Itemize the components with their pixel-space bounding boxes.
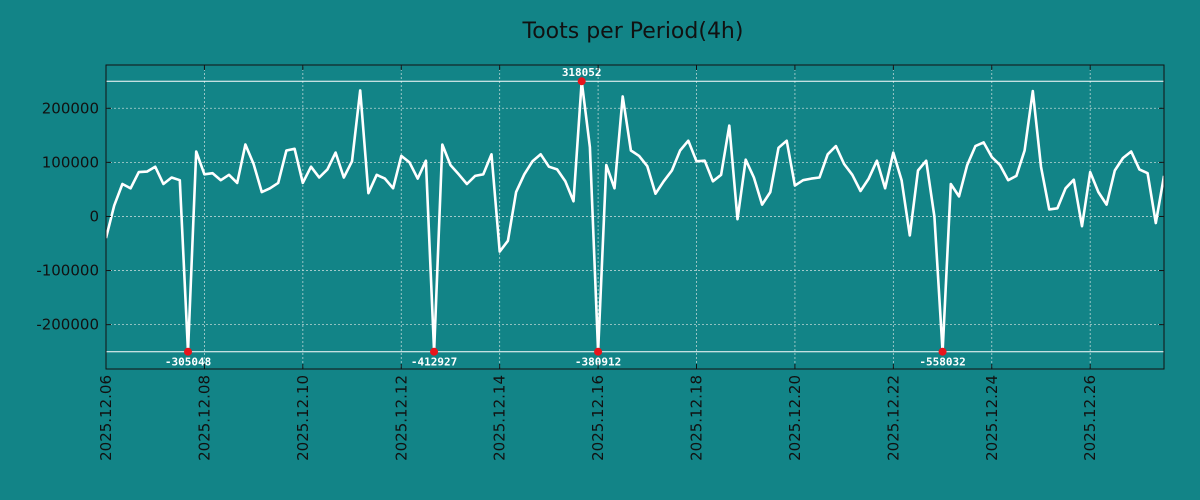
x-tick-label: 2025.12.12: [392, 375, 410, 461]
plot-frame: [105, 64, 1165, 370]
x-tick-label: 2025.12.08: [195, 375, 213, 461]
reference-lines: [106, 80, 1164, 353]
x-tick-label: 2025.12.18: [688, 375, 706, 461]
x-tick-label: 2025.12.26: [1081, 375, 1099, 461]
outlier-marker: [938, 347, 947, 356]
x-tick-label: 2025.12.06: [97, 375, 115, 461]
chart-title: Toots per Period(4h): [522, 19, 744, 44]
axes: [105, 64, 1165, 370]
outlier-markers: -305048 -412927 318052 -380912 -558032: [165, 66, 966, 368]
outlier-label: -412927: [411, 356, 457, 369]
outlier-marker: [184, 347, 193, 356]
series-line: [106, 79, 1164, 354]
outlier-marker: [577, 77, 586, 86]
outlier-label: -305048: [165, 356, 211, 369]
series-layer: [106, 79, 1164, 354]
x-tick-label: 2025.12.14: [491, 375, 509, 461]
y-tick-label: -200000: [36, 316, 99, 334]
x-tick-label: 2025.12.22: [884, 375, 902, 461]
x-axis-ticks: 2025.12.06 2025.12.08 2025.12.10 2025.12.12…: [97, 375, 1099, 461]
outlier-marker: [430, 347, 439, 356]
x-tick-label: 2025.12.10: [294, 375, 312, 461]
x-tick-label: 2025.12.16: [589, 375, 607, 461]
y-tick-label: 100000: [42, 153, 99, 171]
outlier-marker: [594, 347, 603, 356]
x-tick-label: 2025.12.20: [786, 375, 804, 461]
outlier-label: 318052: [562, 66, 602, 79]
y-axis-ticks: -200000 -100000 0 100000 200000: [36, 99, 99, 333]
outlier-label: -558032: [919, 356, 965, 369]
y-tick-label: -100000: [36, 262, 99, 280]
x-tick-label: 2025.12.24: [983, 375, 1001, 461]
grid: [105, 65, 1164, 369]
y-tick-label: 0: [89, 207, 99, 225]
outlier-label: -380912: [575, 356, 621, 369]
y-tick-label: 200000: [42, 99, 99, 117]
